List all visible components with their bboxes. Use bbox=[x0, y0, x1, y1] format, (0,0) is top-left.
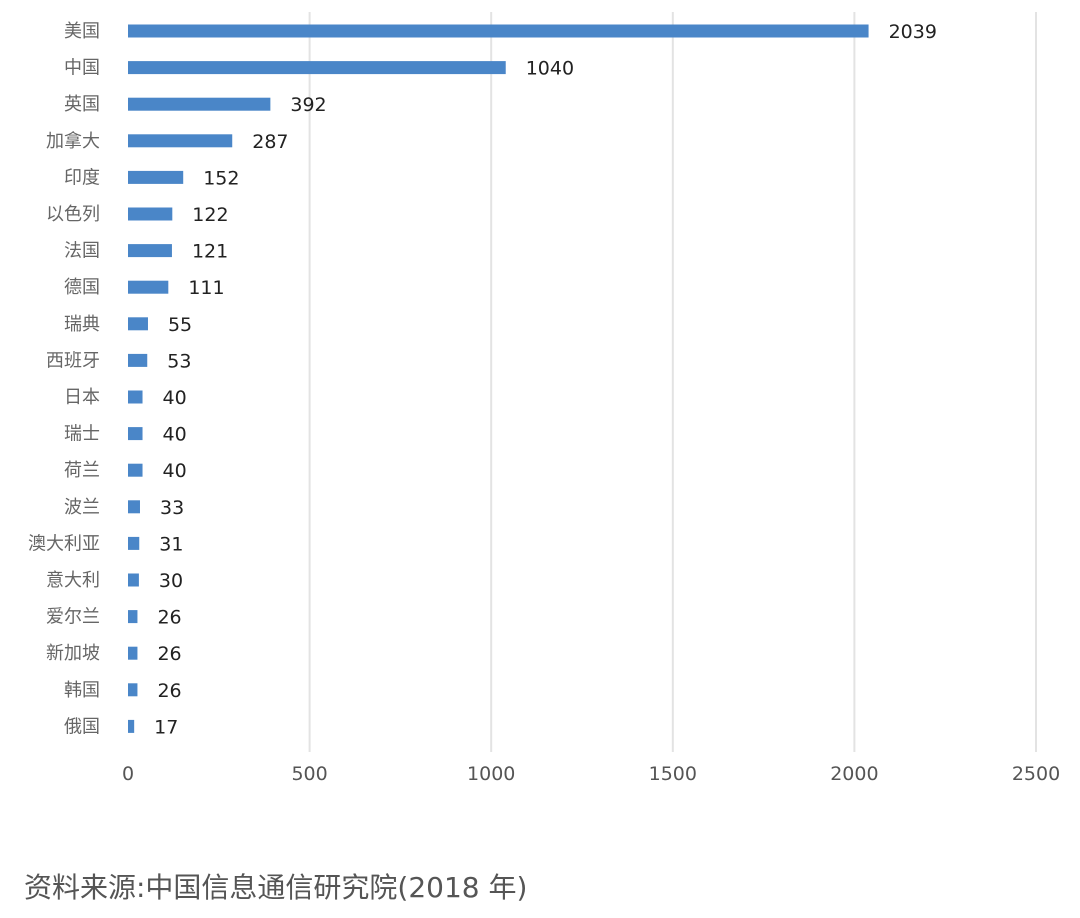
x-tick-label: 2500 bbox=[1012, 763, 1060, 785]
data-label: 152 bbox=[203, 167, 239, 189]
x-tick-label: 1500 bbox=[649, 763, 697, 785]
category-label: 中国 bbox=[64, 58, 100, 79]
bar bbox=[128, 500, 140, 514]
bar bbox=[128, 317, 148, 331]
category-label: 新加坡 bbox=[46, 643, 100, 664]
data-label: 2039 bbox=[889, 21, 937, 43]
bar bbox=[128, 390, 143, 404]
data-label: 26 bbox=[157, 680, 181, 702]
bar bbox=[128, 719, 135, 733]
category-label: 西班牙 bbox=[46, 350, 100, 371]
category-label: 美国 bbox=[64, 21, 100, 42]
bar bbox=[128, 24, 869, 38]
data-label: 111 bbox=[188, 277, 224, 299]
bar bbox=[128, 280, 169, 294]
bar bbox=[128, 61, 506, 75]
category-labels: 美国中国英国加拿大印度以色列法国德国瑞典西班牙日本瑞士荷兰波兰澳大利亚意大利爱尔… bbox=[28, 21, 100, 737]
category-label: 爱尔兰 bbox=[46, 607, 100, 628]
category-label: 荷兰 bbox=[64, 460, 100, 481]
category-label: 俄国 bbox=[64, 716, 100, 737]
category-label: 瑞士 bbox=[64, 424, 100, 445]
data-label: 40 bbox=[163, 424, 187, 446]
data-label: 30 bbox=[159, 570, 183, 592]
data-label: 26 bbox=[157, 643, 181, 665]
bar bbox=[128, 170, 184, 184]
data-label: 53 bbox=[167, 350, 191, 372]
bar bbox=[128, 427, 143, 441]
category-label: 印度 bbox=[64, 167, 100, 188]
data-label: 55 bbox=[168, 314, 192, 336]
category-label: 法国 bbox=[64, 241, 100, 262]
data-label: 31 bbox=[159, 533, 183, 555]
data-label: 122 bbox=[192, 204, 228, 226]
category-label: 澳大利亚 bbox=[28, 533, 100, 554]
x-tick-label: 0 bbox=[122, 763, 134, 785]
data-label: 17 bbox=[154, 716, 178, 738]
category-label: 加拿大 bbox=[46, 130, 100, 152]
data-label: 40 bbox=[163, 387, 187, 409]
category-label: 以色列 bbox=[46, 204, 100, 225]
bar bbox=[128, 97, 271, 111]
data-label: 121 bbox=[192, 241, 228, 263]
category-label: 波兰 bbox=[64, 497, 100, 518]
category-label: 德国 bbox=[64, 277, 100, 298]
data-label: 40 bbox=[163, 460, 187, 482]
bar bbox=[128, 244, 172, 258]
bar bbox=[128, 646, 138, 660]
bar bbox=[128, 536, 140, 550]
category-label: 英国 bbox=[64, 94, 100, 115]
category-label: 瑞典 bbox=[64, 314, 100, 335]
x-tick-label: 1000 bbox=[467, 763, 515, 785]
data-label: 392 bbox=[290, 94, 326, 116]
data-label: 26 bbox=[157, 607, 181, 629]
x-tick-label: 2000 bbox=[830, 763, 878, 785]
bar bbox=[128, 134, 233, 148]
category-label: 意大利 bbox=[46, 570, 100, 591]
data-label: 287 bbox=[252, 131, 288, 153]
source-note: 资料来源:中国信息通信研究院(2018 年) bbox=[24, 871, 528, 904]
bar bbox=[128, 463, 143, 477]
grid-lines bbox=[308, 12, 1037, 752]
bar bbox=[128, 573, 139, 587]
bar bbox=[128, 207, 173, 221]
bar bbox=[128, 683, 138, 697]
data-label: 1040 bbox=[526, 58, 574, 80]
bar bbox=[128, 610, 138, 624]
x-tick-label: 500 bbox=[291, 763, 327, 785]
data-label: 33 bbox=[160, 497, 184, 519]
bar-chart: 美国中国英国加拿大印度以色列法国德国瑞典西班牙日本瑞士荷兰波兰澳大利亚意大利爱尔… bbox=[28, 12, 1060, 785]
category-label: 日本 bbox=[64, 387, 100, 408]
x-axis-tick-labels: 0 500 1000 1500 2000 2500 bbox=[122, 763, 1060, 785]
bar bbox=[128, 353, 148, 367]
category-label: 韩国 bbox=[64, 680, 100, 701]
bars bbox=[128, 24, 869, 733]
